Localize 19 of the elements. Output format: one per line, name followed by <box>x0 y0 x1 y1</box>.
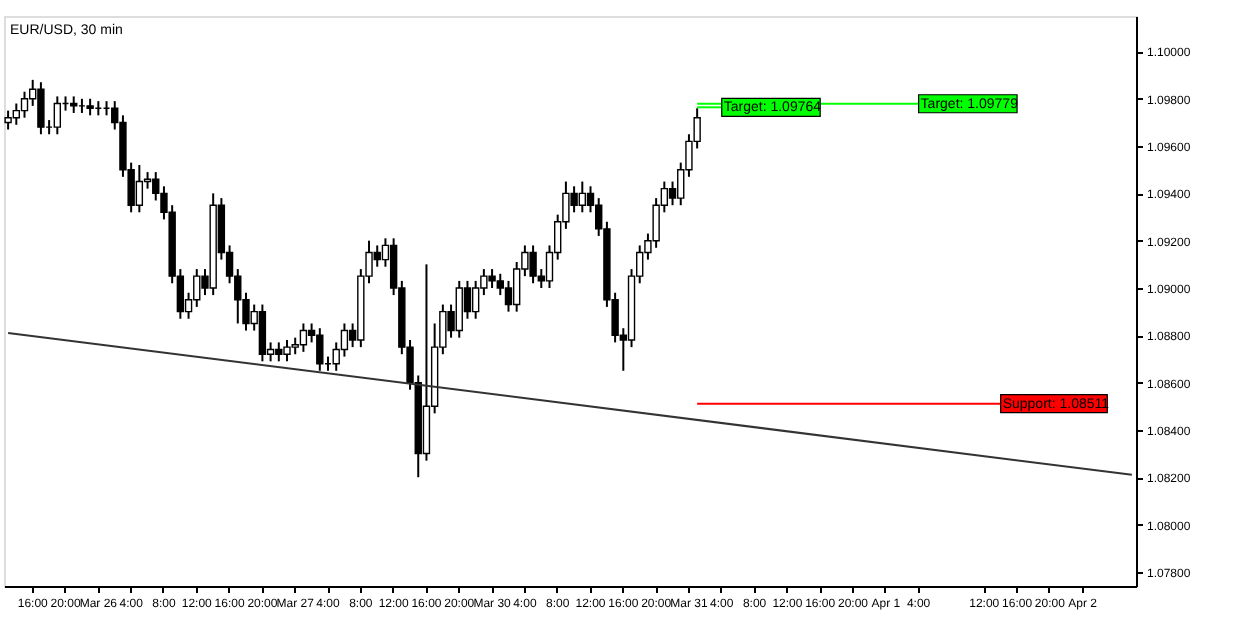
candlestick <box>135 164 144 214</box>
candlestick <box>578 180 586 214</box>
candlestick <box>422 263 431 462</box>
candlestick <box>570 185 578 214</box>
candlestick <box>512 260 521 313</box>
candlestick <box>471 279 480 320</box>
candlestick <box>53 95 62 136</box>
candlestick <box>340 322 349 358</box>
candlestick <box>529 244 537 285</box>
candlestick <box>258 303 267 363</box>
candlestick <box>299 322 308 353</box>
candlestick <box>488 268 496 289</box>
candlestick <box>316 327 324 372</box>
candlestick <box>20 90 29 119</box>
candlestick <box>275 341 283 363</box>
candlestick <box>455 279 463 339</box>
candlestick <box>37 81 45 136</box>
candlestick <box>12 102 20 126</box>
candlestick <box>283 339 291 363</box>
